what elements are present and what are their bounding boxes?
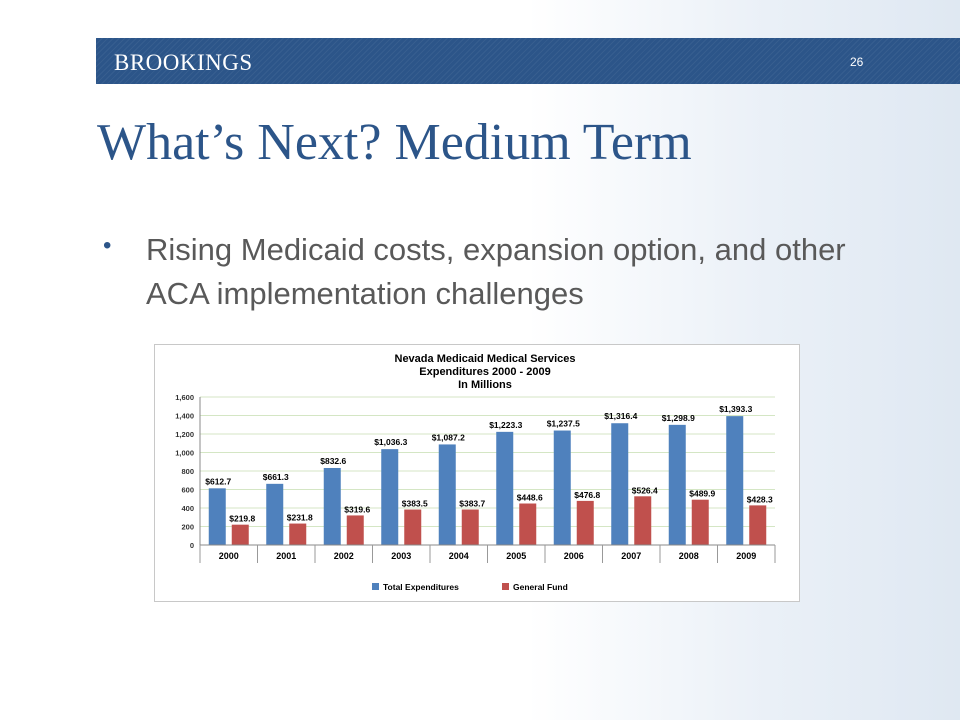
y-tick-label: 0 bbox=[190, 541, 194, 550]
chart-subtitle: Expenditures 2000 - 2009 bbox=[419, 366, 550, 378]
x-tick-label: 2009 bbox=[736, 551, 756, 561]
x-tick-label: 2008 bbox=[679, 551, 699, 561]
bar-total-expenditures bbox=[208, 488, 226, 545]
medicaid-chart: $612.7 $219.8 $661.3 $231.8 $832.6 $319.6 $1,0… bbox=[175, 353, 776, 592]
y-tick-label: 600 bbox=[181, 486, 194, 495]
y-tick-label: 200 bbox=[181, 523, 194, 532]
header-banner: BROOKINGS 26 bbox=[96, 38, 960, 84]
y-tick-label: 400 bbox=[181, 504, 194, 513]
bar-general-fund bbox=[691, 499, 709, 545]
x-tick-label: 2003 bbox=[391, 551, 411, 561]
bar-total-expenditures bbox=[553, 430, 571, 545]
data-label-total: $1,393.3 bbox=[719, 404, 752, 414]
x-tick-label: 2006 bbox=[564, 551, 584, 561]
x-tick-label: 2005 bbox=[506, 551, 526, 561]
x-tick-label: 2002 bbox=[334, 551, 354, 561]
page-number: 26 bbox=[850, 55, 864, 69]
y-tick-label: 1,400 bbox=[175, 412, 194, 421]
y-tick-label: 800 bbox=[181, 467, 194, 476]
data-label-total: $661.3 bbox=[263, 472, 289, 482]
data-label-total: $1,223.3 bbox=[489, 420, 522, 430]
bar-general-fund bbox=[289, 523, 307, 545]
data-label-total: $1,237.5 bbox=[547, 419, 580, 429]
bar-total-expenditures bbox=[668, 424, 686, 545]
bar-total-expenditures bbox=[323, 467, 341, 545]
y-tick-label: 1,200 bbox=[175, 430, 194, 439]
bullet-text: Rising Medicaid costs, expansion option,… bbox=[146, 232, 846, 311]
data-label-general: $489.9 bbox=[689, 489, 715, 499]
legend-swatch bbox=[502, 583, 509, 590]
bar-general-fund bbox=[634, 496, 652, 545]
brand-logo: BROOKINGS bbox=[114, 50, 253, 75]
bar-general-fund bbox=[576, 500, 594, 545]
data-label-total: $1,087.2 bbox=[432, 432, 465, 442]
x-tick-label: 2004 bbox=[449, 551, 469, 561]
chart-subtitle: In Millions bbox=[458, 379, 512, 391]
data-label-total: $1,036.3 bbox=[374, 437, 407, 447]
bar-general-fund bbox=[346, 515, 364, 545]
data-label-total: $1,316.4 bbox=[604, 411, 637, 421]
chart-frame: $612.7 $219.8 $661.3 $231.8 $832.6 $319.6 $1,0… bbox=[154, 344, 800, 602]
y-tick-label: 1,600 bbox=[175, 393, 194, 402]
bar-total-expenditures bbox=[438, 444, 456, 545]
bar-general-fund bbox=[231, 524, 249, 545]
bar-general-fund bbox=[519, 503, 537, 545]
data-label-general: $231.8 bbox=[287, 513, 313, 523]
bar-total-expenditures bbox=[381, 449, 399, 545]
legend-swatch bbox=[372, 583, 379, 590]
data-label-total: $832.6 bbox=[320, 456, 346, 466]
data-label-total: $612.7 bbox=[205, 476, 231, 486]
bar-general-fund bbox=[461, 509, 479, 545]
x-tick-label: 2007 bbox=[621, 551, 641, 561]
data-label-total: $1,298.9 bbox=[662, 413, 695, 423]
data-label-general: $219.8 bbox=[229, 514, 255, 524]
bar-total-expenditures bbox=[611, 423, 629, 545]
data-label-general: $428.3 bbox=[747, 494, 773, 504]
data-label-general: $319.6 bbox=[344, 504, 370, 514]
data-label-general: $526.4 bbox=[632, 485, 658, 495]
bar-total-expenditures bbox=[726, 416, 744, 545]
data-label-general: $448.6 bbox=[517, 493, 543, 503]
y-tick-label: 1,000 bbox=[175, 449, 194, 458]
x-tick-label: 2001 bbox=[276, 551, 296, 561]
data-label-general: $383.7 bbox=[459, 499, 485, 509]
bar-total-expenditures bbox=[266, 483, 284, 545]
x-tick-label: 2000 bbox=[219, 551, 239, 561]
bar-total-expenditures bbox=[496, 431, 514, 545]
slide-title: What’s Next? Medium Term bbox=[97, 114, 692, 171]
bar-general-fund bbox=[749, 505, 767, 545]
legend-label: General Fund bbox=[513, 582, 568, 592]
bullet-icon: • bbox=[103, 232, 112, 259]
legend-label: Total Expenditures bbox=[383, 582, 459, 592]
data-label-general: $476.8 bbox=[574, 490, 600, 500]
bar-general-fund bbox=[404, 509, 422, 545]
chart-title: Nevada Medicaid Medical Services bbox=[395, 353, 576, 365]
data-label-general: $383.5 bbox=[402, 499, 428, 509]
